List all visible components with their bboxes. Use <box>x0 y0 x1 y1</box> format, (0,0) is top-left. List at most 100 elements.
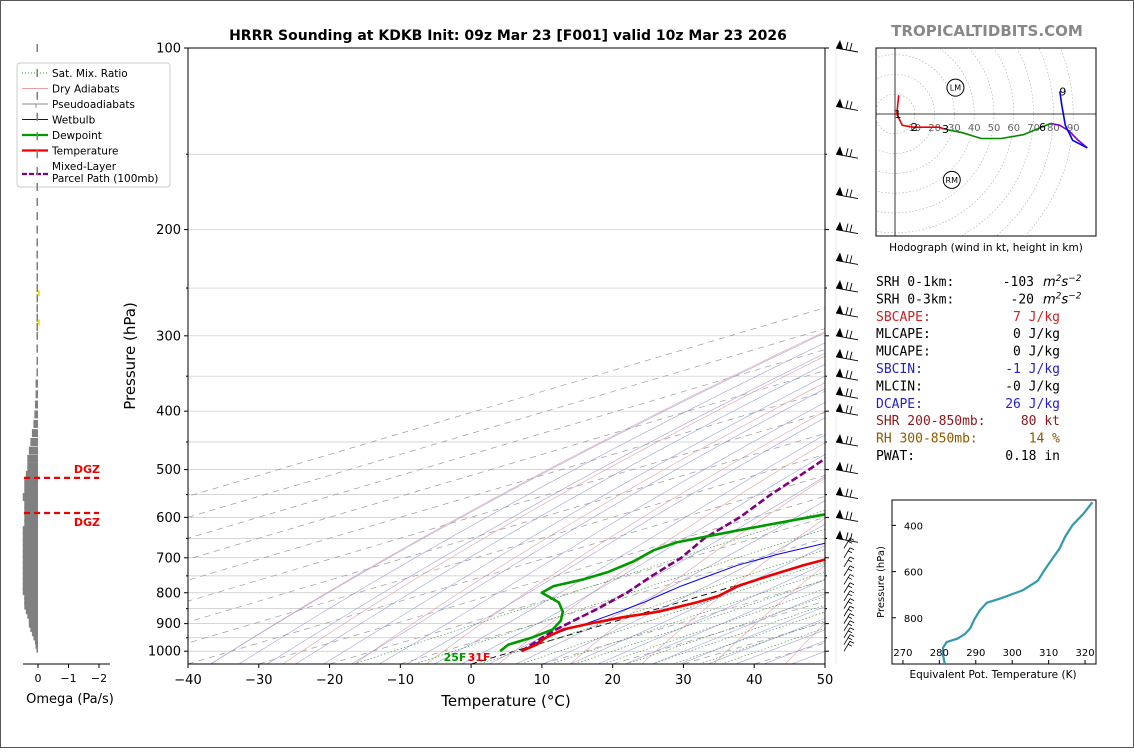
omega-x-tick-label: −2 <box>91 672 107 685</box>
index-label: SBCAPE: <box>876 310 931 325</box>
theta-e-x-tick-label: 310 <box>1039 648 1058 659</box>
index-row: RH 300-850mb:14 % <box>876 432 1060 447</box>
legend-label: Dewpoint <box>52 130 102 142</box>
omega-bar <box>36 294 38 302</box>
omega-bar <box>27 455 38 463</box>
index-value: 0 J/kg <box>1013 327 1060 342</box>
omega-bar <box>36 273 38 281</box>
skewt-y-label: Pressure (hPa) <box>121 302 139 410</box>
omega-bar <box>36 150 38 158</box>
index-value: -1 J/kg <box>1005 362 1060 377</box>
skewt-x-label: Temperature (°C) <box>440 692 570 710</box>
legend-label: Sat. Mix. Ratio <box>52 68 128 80</box>
legend-label: Temperature <box>51 146 119 158</box>
hodograph-height-label: 6 <box>1039 121 1046 134</box>
omega-bar <box>23 493 38 501</box>
omega-bar <box>27 463 38 471</box>
omega-bar <box>36 314 38 322</box>
hodograph-frame <box>876 48 1096 236</box>
index-value: -103 <box>1003 275 1034 290</box>
x-tick-label: 40 <box>746 673 763 688</box>
storm-motion-label: LM <box>950 84 961 93</box>
x-tick-label: −30 <box>245 673 272 688</box>
x-tick-label: 30 <box>675 673 692 688</box>
omega-bar <box>36 262 38 270</box>
dgz-label: DGZ <box>74 463 100 476</box>
omega-bar <box>36 226 38 234</box>
hodograph-height-label: 2 <box>911 121 918 134</box>
index-label: RH 300-850mb: <box>876 432 978 447</box>
omega-bar <box>29 447 38 455</box>
omega-bar <box>36 238 38 246</box>
theta-e-x-tick-label: 290 <box>966 648 985 659</box>
omega-bar <box>36 92 38 100</box>
theta-e-y-tick-label: 400 <box>904 521 923 532</box>
hodograph-ring-label: 20 <box>928 123 941 134</box>
index-value: 0.18 in <box>1005 449 1060 464</box>
hodograph-ring-label: 60 <box>1007 123 1020 134</box>
omega-x-tick-label: 0 <box>35 672 42 685</box>
hodograph-caption: Hodograph (wind in kt, height in km) <box>889 242 1083 254</box>
omega-bar-positive <box>38 319 40 325</box>
hodograph-height-label: 1 <box>894 108 901 121</box>
dgz-label: DGZ <box>74 516 100 529</box>
y-tick-label: 500 <box>156 463 181 478</box>
theta-e-x-tick-label: 270 <box>893 648 912 659</box>
index-label: DCAPE: <box>876 397 923 412</box>
omega-bar <box>36 44 38 52</box>
index-label: SBCIN: <box>876 362 923 377</box>
index-row: SHR 200-850mb:80 kt <box>876 414 1060 429</box>
legend-label: Wetbulb <box>52 115 96 127</box>
y-tick-label: 400 <box>156 405 181 420</box>
theta-e-x-tick-label: 320 <box>1076 648 1095 659</box>
index-label: MLCAPE: <box>876 327 931 342</box>
omega-bar <box>33 420 38 428</box>
omega-bar <box>24 486 38 494</box>
x-tick-label: 10 <box>534 673 551 688</box>
brand-watermark: TROPICALTIDBITS.COM <box>891 22 1083 40</box>
omega-bar <box>35 401 38 409</box>
omega-bar <box>36 251 38 259</box>
hodograph-ring-label: 40 <box>968 123 981 134</box>
index-value: 7 J/kg <box>1013 310 1060 325</box>
index-label: SRH 0-3km: <box>876 292 954 307</box>
chart-title: HRRR Sounding at KDKB Init: 09z Mar 23 [… <box>229 28 787 44</box>
y-tick-label: 300 <box>156 329 181 344</box>
omega-bar <box>36 167 38 175</box>
theta-e-y-tick-label: 600 <box>904 568 923 579</box>
omega-bar <box>34 410 38 418</box>
index-label: SRH 0-1km: <box>876 275 954 290</box>
omega-bar <box>36 132 38 140</box>
index-label: MUCAPE: <box>876 345 931 360</box>
omega-bar <box>30 438 38 446</box>
y-tick-label: 800 <box>156 586 181 601</box>
omega-bar <box>24 500 38 508</box>
y-tick-label: 900 <box>156 617 181 632</box>
y-tick-label: 600 <box>156 511 181 526</box>
legend-label: Pseudoadiabats <box>52 99 135 111</box>
hodograph-height-label: 3 <box>942 123 949 136</box>
theta-e-x-tick-label: 280 <box>930 648 949 659</box>
omega-bar <box>36 212 38 220</box>
theta-e-x-label: Equivalent Pot. Temperature (K) <box>909 669 1076 681</box>
skewt-legend: Sat. Mix. Ratio Dry Adiabats Pseudoadiabat… <box>17 63 170 187</box>
theta-e-y-tick-label: 800 <box>904 614 923 625</box>
omega-x-label: Omega (Pa/s) <box>26 692 114 707</box>
omega-bar <box>36 198 38 206</box>
index-value: 26 J/kg <box>1005 397 1060 412</box>
hodograph-ring-label: 50 <box>988 123 1001 134</box>
index-label: MLCIN: <box>876 379 923 394</box>
omega-bar <box>36 645 38 653</box>
omega-bar <box>36 304 38 312</box>
hodograph-height-label: 9 <box>1059 85 1066 98</box>
surface-temperature-label: 31F <box>468 651 491 664</box>
index-value: 80 kt <box>1021 414 1060 429</box>
x-tick-label: −40 <box>174 673 201 688</box>
omega-bar <box>36 69 38 77</box>
y-tick-label: 700 <box>156 551 181 566</box>
y-tick-label: 200 <box>156 223 181 238</box>
legend-label: Dry Adiabats <box>52 84 120 96</box>
